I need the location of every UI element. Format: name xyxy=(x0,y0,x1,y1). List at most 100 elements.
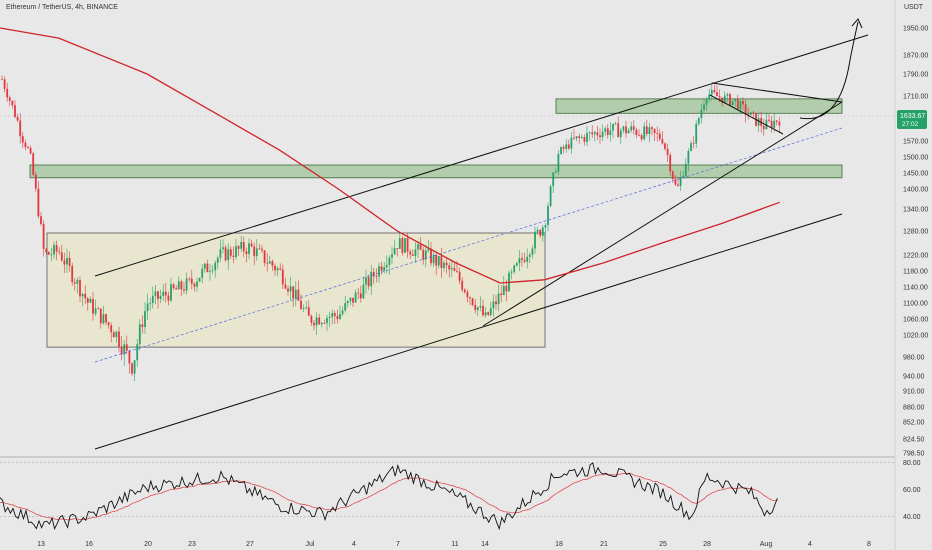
projection-arrow[interactable] xyxy=(799,21,859,120)
price-tick-label: 1020.00 xyxy=(903,333,928,340)
candle-body xyxy=(534,231,536,249)
candle-body xyxy=(209,271,211,273)
candle-body xyxy=(554,171,557,173)
candle-body xyxy=(604,128,607,132)
candle-body xyxy=(497,293,500,305)
candle-body xyxy=(188,278,191,280)
price-tick-label: 1710.00 xyxy=(903,94,928,101)
wedge-top-line[interactable] xyxy=(711,82,843,103)
candle-body xyxy=(422,249,425,260)
candle-body xyxy=(141,324,144,328)
candle-body xyxy=(255,248,258,257)
candle-body xyxy=(370,271,373,287)
candle-body xyxy=(16,117,19,121)
candle-body xyxy=(544,225,547,228)
candle-body xyxy=(575,136,578,139)
channel-upper-line[interactable] xyxy=(94,34,869,277)
price-tick-label: 798.50 xyxy=(903,451,925,458)
candle-body xyxy=(300,300,302,310)
candle-body xyxy=(435,254,438,266)
candle-body xyxy=(513,265,516,272)
candle-body xyxy=(40,216,42,224)
price-tick-label: 1870.00 xyxy=(903,53,928,60)
candle-body xyxy=(128,350,131,364)
candle-body xyxy=(339,313,341,320)
candle-body xyxy=(523,259,526,262)
candle-body xyxy=(279,268,282,270)
price-tick-label: 1450.00 xyxy=(903,171,928,178)
candle-body xyxy=(679,177,682,186)
currency-label: USDT xyxy=(904,4,924,11)
candle-body xyxy=(588,132,591,134)
wedge-bottom-line[interactable] xyxy=(709,94,784,135)
candle-body xyxy=(578,136,581,138)
candle-body xyxy=(177,281,180,290)
candle-body xyxy=(292,286,295,299)
rising-support-line[interactable] xyxy=(482,101,843,327)
candle-body xyxy=(541,227,544,236)
candle-body xyxy=(45,248,48,252)
candle-body xyxy=(747,114,750,116)
price-tick-label: 1060.00 xyxy=(903,317,928,324)
candle-body xyxy=(593,132,596,135)
rsi-tick-label: 40.00 xyxy=(903,514,921,521)
candle-body xyxy=(123,344,126,355)
candle-body xyxy=(346,301,349,304)
candle-body xyxy=(310,315,313,323)
candle-body xyxy=(424,250,427,260)
candle-body xyxy=(510,271,513,273)
time-tick-label: 20 xyxy=(144,541,152,548)
candle-body xyxy=(318,317,321,325)
candle-body xyxy=(471,298,474,305)
candle-body xyxy=(99,308,102,324)
price-axis[interactable]: 1950.00 1870.00 1790.00 1710.00 1570.00 1500.… xyxy=(903,26,928,458)
candle-body xyxy=(1,79,3,81)
candle-body xyxy=(380,266,383,271)
candle-body xyxy=(583,137,586,142)
time-axis[interactable]: 13 16 20 23 27 Jul 4 7 11 14 18 21 25 28 Aug 4 8 xyxy=(37,541,871,548)
candle-body xyxy=(437,256,440,266)
candle-body xyxy=(718,96,721,98)
candle-body xyxy=(526,256,529,262)
candle-body xyxy=(268,261,271,264)
candle-body xyxy=(669,155,672,172)
candle-body xyxy=(773,120,776,128)
channel-mid-line[interactable] xyxy=(94,127,843,363)
candle-body xyxy=(214,262,217,271)
candle-body xyxy=(201,268,204,278)
candle-body xyxy=(539,229,542,236)
candle-body xyxy=(409,251,412,255)
candle-body xyxy=(203,263,206,269)
candle-body xyxy=(716,92,718,97)
price-tick-label: 1790.00 xyxy=(903,72,928,79)
candle-body xyxy=(235,246,237,257)
moving-average-line xyxy=(0,27,780,284)
candle-body xyxy=(414,249,417,256)
candle-body xyxy=(180,281,183,290)
candle-body xyxy=(313,322,315,326)
candle-body xyxy=(453,268,456,271)
candle-body xyxy=(89,298,92,303)
candle-body xyxy=(450,268,453,270)
candle-body xyxy=(164,291,167,296)
candle-body xyxy=(489,308,492,315)
candle-body xyxy=(144,311,146,328)
candle-body xyxy=(196,281,198,287)
candle-body xyxy=(398,238,401,249)
candle-body xyxy=(406,238,409,252)
candle-body xyxy=(138,324,141,345)
candle-body xyxy=(695,123,698,144)
time-tick-label: 4 xyxy=(808,541,812,548)
candle-body xyxy=(708,94,711,99)
channel-lower-line[interactable] xyxy=(94,213,843,450)
candle-body xyxy=(638,134,640,136)
candle-body xyxy=(53,245,55,255)
candle-body xyxy=(357,292,360,294)
time-tick-label: 11 xyxy=(451,541,458,548)
candle-body xyxy=(466,292,469,298)
candle-body xyxy=(258,248,261,250)
candle-body xyxy=(757,117,760,126)
candle-body xyxy=(115,331,118,338)
candle-body xyxy=(710,90,713,95)
candle-body xyxy=(432,254,435,264)
